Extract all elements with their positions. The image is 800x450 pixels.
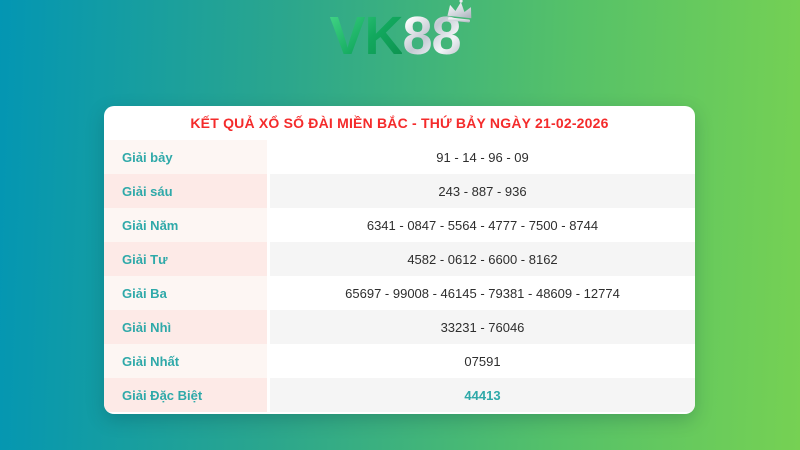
prize-value: 44413 — [270, 378, 695, 412]
logo-text-vk: VK — [329, 6, 403, 66]
vk88-logo: VK88 — [329, 0, 471, 66]
table-row: Giải Năm 6341 - 0847 - 5564 - 4777 - 7500… — [104, 208, 695, 242]
prize-label: Giải Tư — [104, 242, 267, 276]
logo-text-88: 88 — [402, 6, 461, 66]
table-row: Giải Đặc Biệt 44413 — [104, 378, 695, 412]
prize-value: 65697 - 99008 - 46145 - 79381 - 48609 - … — [270, 276, 695, 310]
prize-value: 33231 - 76046 — [270, 310, 695, 344]
results-table: Giải bảy 91 - 14 - 96 - 09 Giải sáu 243 - 8… — [104, 140, 695, 412]
prize-value: 91 - 14 - 96 - 09 — [270, 140, 695, 174]
table-row: Giải Nhì 33231 - 76046 — [104, 310, 695, 344]
site-header: VK88 — [0, 0, 800, 66]
prize-label: Giải Đặc Biệt — [104, 378, 267, 412]
crown-icon — [446, 0, 471, 23]
results-card: KẾT QUẢ XỔ SỐ ĐÀI MIỀN BẮC - THỨ BẢY NGÀ… — [104, 106, 695, 414]
page-title: KẾT QUẢ XỔ SỐ ĐÀI MIỀN BẮC - THỨ BẢY NGÀ… — [190, 115, 609, 131]
prize-value: 07591 — [270, 344, 695, 378]
table-row: Giải bảy 91 - 14 - 96 - 09 — [104, 140, 695, 174]
prize-value: 4582 - 0612 - 6600 - 8162 — [270, 242, 695, 276]
prize-value: 243 - 887 - 936 — [270, 174, 695, 208]
prize-label: Giải Nhì — [104, 310, 267, 344]
table-row: Giải sáu 243 - 887 - 936 — [104, 174, 695, 208]
table-row: Giải Nhất 07591 — [104, 344, 695, 378]
prize-value: 6341 - 0847 - 5564 - 4777 - 7500 - 8744 — [270, 208, 695, 242]
prize-label: Giải Ba — [104, 276, 267, 310]
table-row: Giải Ba 65697 - 99008 - 46145 - 79381 - 4… — [104, 276, 695, 310]
prize-label: Giải Nhất — [104, 344, 267, 378]
table-row: Giải Tư 4582 - 0612 - 6600 - 8162 — [104, 242, 695, 276]
prize-label: Giải sáu — [104, 174, 267, 208]
prize-label: Giải bảy — [104, 140, 267, 174]
prize-label: Giải Năm — [104, 208, 267, 242]
